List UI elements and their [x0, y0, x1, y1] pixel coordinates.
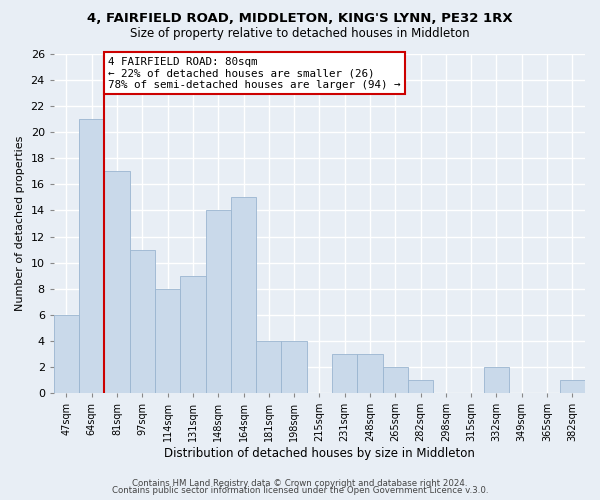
Text: 4, FAIRFIELD ROAD, MIDDLETON, KING'S LYNN, PE32 1RX: 4, FAIRFIELD ROAD, MIDDLETON, KING'S LYN…: [87, 12, 513, 26]
Bar: [104, 172, 130, 393]
Y-axis label: Number of detached properties: Number of detached properties: [15, 136, 25, 311]
Text: Contains HM Land Registry data © Crown copyright and database right 2024.: Contains HM Land Registry data © Crown c…: [132, 478, 468, 488]
Bar: [231, 198, 256, 393]
Bar: [484, 367, 509, 393]
Bar: [155, 288, 181, 393]
Bar: [79, 119, 104, 393]
Bar: [560, 380, 585, 393]
Bar: [358, 354, 383, 393]
Bar: [54, 315, 79, 393]
Bar: [256, 341, 281, 393]
Bar: [281, 341, 307, 393]
Text: Size of property relative to detached houses in Middleton: Size of property relative to detached ho…: [130, 28, 470, 40]
Bar: [332, 354, 358, 393]
Bar: [408, 380, 433, 393]
Bar: [130, 250, 155, 393]
Bar: [206, 210, 231, 393]
Bar: [181, 276, 206, 393]
Text: Contains public sector information licensed under the Open Government Licence v.: Contains public sector information licen…: [112, 486, 488, 495]
Text: 4 FAIRFIELD ROAD: 80sqm
← 22% of detached houses are smaller (26)
78% of semi-de: 4 FAIRFIELD ROAD: 80sqm ← 22% of detache…: [108, 56, 401, 90]
Bar: [383, 367, 408, 393]
X-axis label: Distribution of detached houses by size in Middleton: Distribution of detached houses by size …: [164, 447, 475, 460]
